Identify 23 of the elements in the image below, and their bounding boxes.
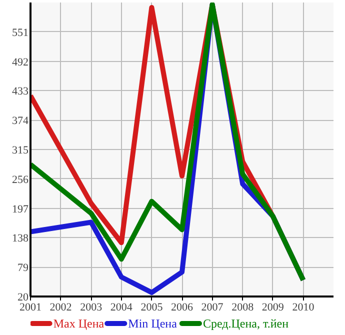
y-tick-label: 492	[12, 56, 28, 68]
legend-label: Max Цена	[53, 316, 105, 330]
x-tick-label: 2003	[80, 302, 103, 314]
x-tick-label: 2008	[232, 302, 254, 314]
y-tick-label: 79	[18, 262, 29, 274]
y-tick-label: 374	[12, 115, 29, 128]
x-tick-label: 2004	[110, 302, 133, 314]
legend-label: Min Цена	[128, 316, 178, 330]
x-tick-label: 2007	[201, 302, 224, 314]
x-tick-label: 2009	[262, 302, 284, 314]
x-tick-label: 2001	[20, 302, 42, 314]
x-tick-label: 2002	[50, 302, 72, 314]
y-tick-label: 256	[12, 174, 29, 186]
y-tick-label: 197	[12, 203, 29, 216]
y-tick-label: 433	[12, 86, 29, 98]
y-tick-label: 138	[12, 232, 29, 245]
x-tick-label: 2005	[140, 302, 164, 314]
y-tick-label: 315	[12, 144, 29, 156]
x-tick-label: 2006	[171, 302, 194, 314]
x-tick-label: 2010	[292, 302, 315, 314]
y-tick-label: 551	[12, 26, 28, 39]
y-tick-label: 20	[18, 292, 29, 304]
legend-label: Сред.Цена, т.йен	[202, 316, 290, 330]
